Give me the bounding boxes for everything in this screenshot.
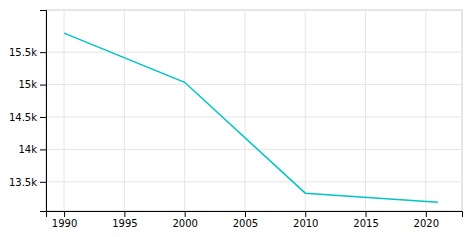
grid-line <box>305 10 306 211</box>
plot: 1990 1995 2000 2005 2010 2015 2020 13.5k 14k 14.5… <box>9 10 463 229</box>
line <box>64 33 438 202</box>
tick: 2010 <box>293 211 318 229</box>
tick-mark <box>426 211 427 217</box>
tick-mark <box>64 211 65 217</box>
tick-mark <box>305 211 306 217</box>
tick-label: 15.5k <box>9 47 37 58</box>
tick-label: 2005 <box>233 218 258 229</box>
tick-label: 1995 <box>112 218 137 229</box>
tick-label: 15k <box>18 79 37 90</box>
tick-mark <box>245 211 246 217</box>
tick: 15.5k <box>9 47 46 58</box>
grid-line <box>124 10 125 211</box>
chart: 1990 1995 2000 2005 2010 2015 2020 13.5k 14k 14.5… <box>0 0 474 237</box>
grid-line <box>244 10 245 211</box>
tick-label: 1990 <box>52 218 77 229</box>
tick-label: 2000 <box>172 218 197 229</box>
tick: 2005 <box>233 211 258 229</box>
plot-frame <box>46 10 462 211</box>
axis-line <box>47 212 463 218</box>
tick: 14.5k <box>9 112 46 123</box>
tick-mark <box>40 149 46 150</box>
grid-line <box>46 84 462 85</box>
tick-label: 13.5k <box>9 177 37 188</box>
tick-label: 2010 <box>293 218 318 229</box>
tick-label: 14k <box>18 144 37 155</box>
axis-line <box>40 11 47 212</box>
grid-line <box>184 10 185 211</box>
tick: 2000 <box>172 211 197 229</box>
tick-mark <box>40 117 46 118</box>
grid-line <box>64 10 65 211</box>
tick: 1995 <box>112 211 137 229</box>
x-axis: 1990 1995 2000 2005 2010 2015 2020 <box>47 211 463 229</box>
tick-mark <box>124 211 125 217</box>
tick: 2015 <box>353 211 378 229</box>
tick-label: 2020 <box>414 218 439 229</box>
tick: 15k <box>18 79 46 90</box>
grid-line <box>365 10 366 211</box>
tick-mark <box>185 211 186 217</box>
tick: 2020 <box>414 211 439 229</box>
tick-mark <box>40 52 46 53</box>
marks <box>64 33 438 202</box>
grid-line <box>46 116 462 117</box>
tick-label: 14.5k <box>9 112 37 123</box>
tick: 13.5k <box>9 177 46 188</box>
tick: 14k <box>18 144 46 155</box>
grid-line <box>46 149 462 150</box>
tick-mark <box>40 85 46 86</box>
tick-mark <box>40 182 46 183</box>
tick-mark <box>366 211 367 217</box>
y-axis: 13.5k 14k 14.5k 15k 15.5k <box>9 11 47 212</box>
tick-label: 2015 <box>353 218 378 229</box>
grid-line <box>46 181 462 182</box>
tick: 1990 <box>52 211 77 229</box>
grid <box>46 10 462 211</box>
grid-line <box>425 10 426 211</box>
